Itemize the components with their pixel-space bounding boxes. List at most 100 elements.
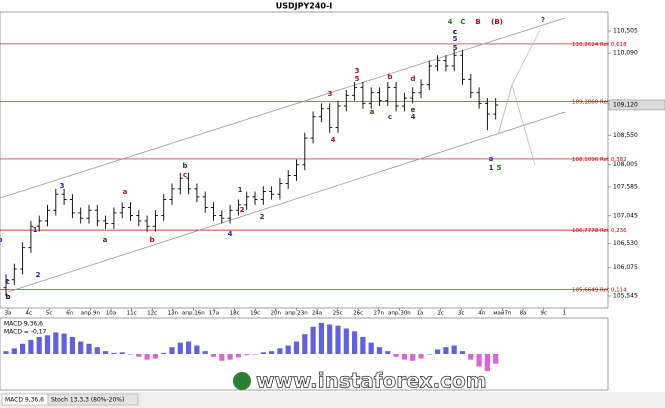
wave-label: ? [541,16,545,24]
x-tick-label: 18c [230,311,240,317]
macd-bar [20,343,26,354]
current-price-label: 109,120 [613,101,638,108]
y-tick-label: 105,545 [613,292,638,299]
macd-bar [277,348,283,354]
macd-bar [53,332,59,354]
macd-bar [343,328,349,354]
macd-bar [28,339,34,354]
macd-bar [410,354,416,361]
wave-label: c [6,278,10,286]
macd-bar [293,341,300,354]
wave-label: 4 [411,113,416,121]
macd-bar [210,354,217,357]
wave-label: C [460,18,465,26]
wave-label: a [489,155,494,163]
wave-label: B [475,18,480,26]
macd-bar [36,337,42,354]
x-tick-label: апр.30n [388,311,411,317]
macd-bar [285,345,291,354]
wave-label: 5 [453,44,458,52]
watermark: www.instaforex.com [233,368,487,393]
forecast-path-alt [497,83,536,166]
x-tick-label: 1 [562,311,566,317]
wave-label: 2 [240,206,245,214]
x-tick-label: 12c [147,311,157,317]
macd-bar [144,354,150,360]
x-tick-label: 4n [478,311,485,317]
macd-bar [476,354,482,367]
wave-label: 5 [355,75,360,83]
x-tick-label: 3c [458,311,465,317]
y-tick-label: 110,090 [613,50,638,57]
macd-bar [227,354,233,360]
macd-bar [219,354,225,361]
x-tick-label: 10a [106,311,116,317]
macd-bar [443,347,449,354]
macd-bar [401,354,407,360]
x-tick-label: 9c [540,311,547,317]
tab-label[interactable]: MACD 9,36,6 [5,397,44,404]
level-label: 110,2624 Ret 0,618 [572,42,627,48]
wave-label: 3 [355,67,360,75]
macd-bar [484,354,490,371]
level-label: 105,6649 Ret 0,114 [572,288,627,294]
wave-label: 5 [453,35,458,43]
x-tick-label: 3a [5,311,12,317]
wave-label: a [123,188,128,196]
channel-lower [7,111,566,293]
macd-bar [451,345,457,354]
macd-bar [318,322,324,354]
macd-bar [186,341,192,354]
wave-label: b [387,73,392,81]
wave-label: 5 [497,164,502,172]
watermark-text: www.instaforex.com [256,369,487,393]
wave-label: (B) [491,18,503,26]
wave-label: a [370,108,375,116]
tab[interactable] [47,393,139,406]
x-tick-label: 25c [333,311,343,317]
macd-bar [418,354,424,359]
macd-bar [202,351,208,354]
macd-bar [86,343,92,354]
x-tick-label: 6n [66,311,73,317]
x-tick-label: 26c [353,311,363,317]
wave-label: 4 [448,18,453,26]
wave-label: 3 [328,90,333,98]
wave-label: 1 [33,226,38,234]
macd-bar [11,348,17,354]
macd-bar [352,331,358,354]
macd-value: MACD = -0,17 [4,329,47,336]
x-tick-label: апр.23n [285,311,308,317]
y-tick-label: 107,045 [613,212,638,219]
macd-bar [376,347,383,354]
price-panel [0,11,609,309]
x-tick-label: 24a [312,311,322,317]
x-tick-label: 13n [168,311,179,317]
x-tick-label: апр.9n [81,311,101,317]
macd-bar [61,333,67,354]
x-tick-label: 27n [374,311,385,317]
x-tick-label: 17a [209,311,219,317]
macd-bar [194,345,200,354]
chart-title: USDJPY240-I [276,2,333,11]
current-price-box [608,99,665,111]
macd-bar [136,354,142,357]
macd-bar [302,334,308,354]
macd-bar [459,351,466,354]
macd-bar [78,341,84,354]
macd-bar [393,354,399,357]
wave-label: 2 [260,213,265,221]
macd-bar [235,354,241,358]
wave-label: b [5,293,10,301]
macd-bar [310,326,316,354]
wave-label: 1 [238,186,243,194]
tab-label[interactable]: Stoch 13,3,3 (80%-20%) [51,397,124,404]
channel-upper [0,17,566,199]
macd-bar [177,342,183,354]
x-tick-label: 8a [520,311,527,317]
x-tick-label: 5c [46,311,53,317]
macd-bar [435,349,441,354]
macd-bar [269,351,275,354]
y-tick-label: 108,005 [613,161,638,168]
